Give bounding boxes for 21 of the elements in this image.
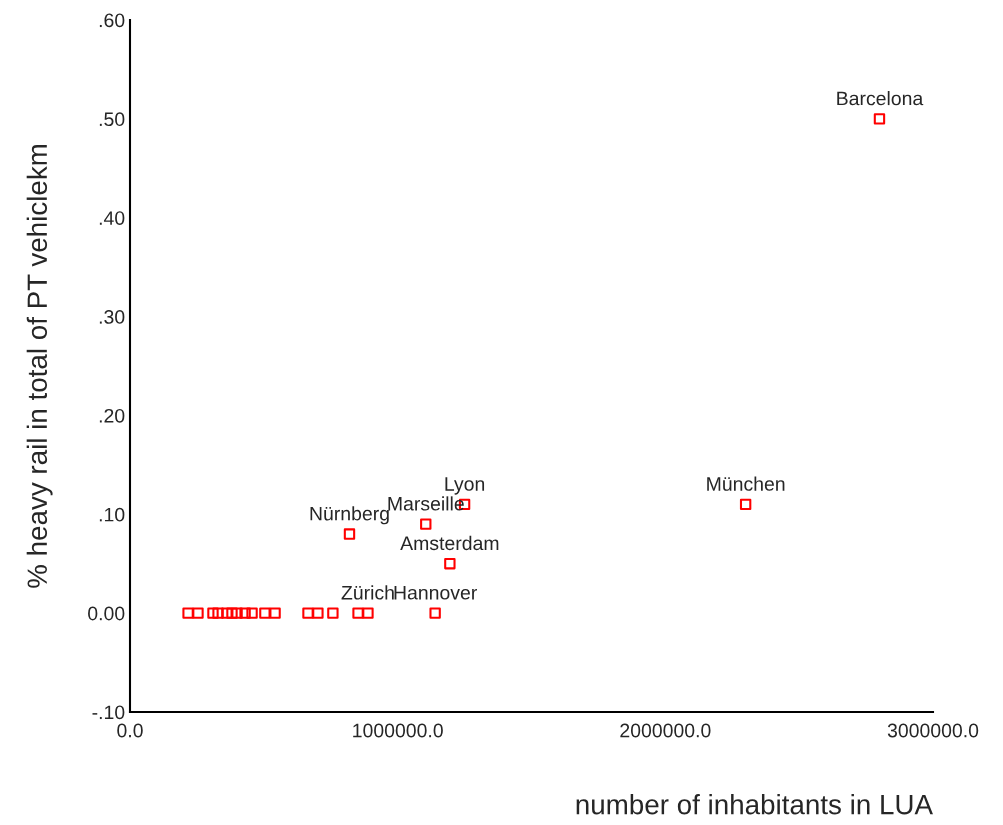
- y-tick-label: 0.00: [88, 606, 125, 621]
- annotation: Lyon: [445, 477, 485, 495]
- x-tick-label: 1000000.0: [353, 723, 443, 738]
- annotation: Hannover: [394, 586, 477, 600]
- annotation: Amsterdam: [400, 535, 499, 551]
- annotation: Zürich: [341, 585, 394, 600]
- y-tick-label: .60: [99, 13, 125, 28]
- x-tick-label: 3000000.0: [887, 723, 979, 738]
- annotation: Barcelona: [837, 91, 924, 106]
- y-tick-label: .10: [99, 507, 125, 522]
- y-tick-label: -.10: [92, 705, 125, 720]
- annotation: München: [707, 476, 785, 491]
- y-tick-label: .50: [99, 112, 125, 127]
- y-tick-label: .20: [99, 408, 125, 423]
- x-tick-label: 0.0: [117, 723, 143, 738]
- y-tick-label: .30: [99, 310, 125, 324]
- x-tick-label: 2000000.0: [620, 723, 711, 738]
- y-axis-title: % heavy rail in total of PT vehiclekm: [26, 144, 53, 588]
- y-tick-label: .40: [99, 211, 125, 225]
- annotation: Nürnberg: [310, 506, 389, 525]
- x-axis-title: number of inhabitants in LUA: [576, 794, 933, 815]
